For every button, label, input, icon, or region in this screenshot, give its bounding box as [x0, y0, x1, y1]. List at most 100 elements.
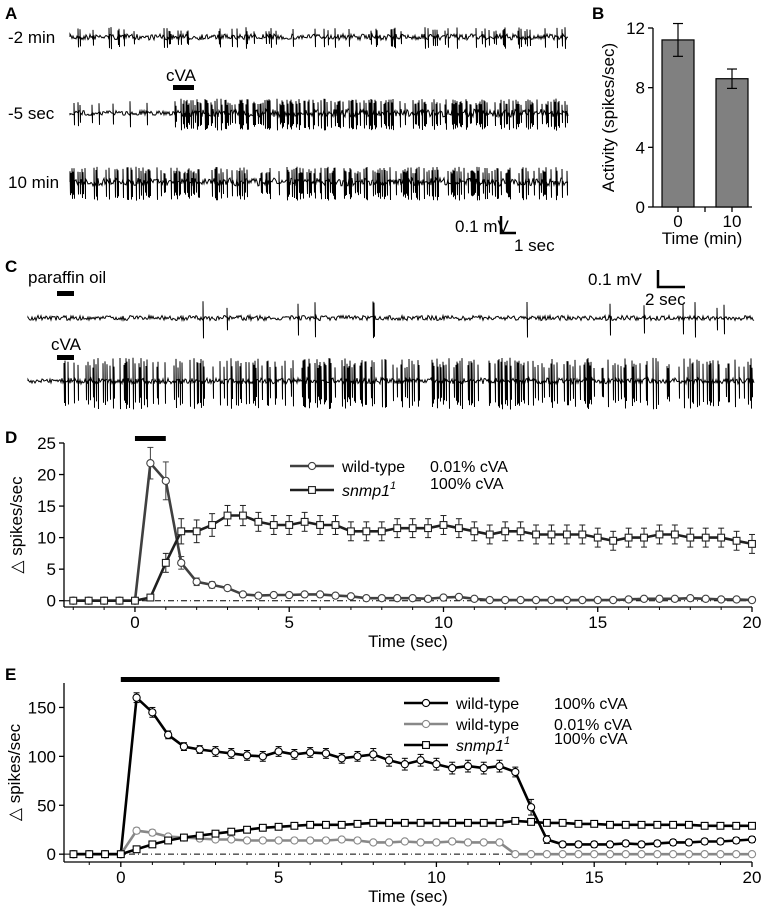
chartD-point	[238, 511, 247, 520]
chartE-point	[574, 850, 583, 859]
chartD-legend-label: snmp11 100% cVA	[342, 476, 504, 500]
chartE-point	[69, 850, 78, 859]
chartE-point	[621, 839, 630, 848]
chartD-point	[254, 517, 263, 526]
chartE-point	[148, 708, 157, 717]
chartD-legend-genotype: snmp1	[342, 483, 390, 500]
chartE-xlabel: Time (sec)	[368, 887, 448, 906]
scalebar-a-time: 1 sec	[514, 236, 555, 255]
chartD-legend-marker	[307, 461, 317, 471]
chartE-point	[369, 750, 378, 759]
chartE-series-line	[73, 829, 752, 856]
chartE-point	[163, 730, 173, 739]
chartE-point	[637, 850, 646, 859]
chartE-point	[637, 840, 646, 849]
scalebar-a-voltage: 0.1 mV	[455, 217, 510, 236]
chartE-point	[653, 839, 662, 848]
chartE-point	[306, 748, 315, 757]
chartE-point	[558, 840, 567, 849]
chartE-point	[747, 835, 757, 844]
chartE-point	[116, 850, 125, 859]
chartD-point	[408, 594, 417, 603]
chartE-legend-concentration: 100% cVA	[554, 731, 628, 748]
chartD-point	[192, 577, 201, 586]
chartE-point	[416, 756, 425, 765]
chartE-point	[164, 836, 173, 845]
chartD-point	[501, 595, 510, 605]
chart-d: 0 5 10 15 20 25 0 5 10 15 20 Time (sec) △ spikes/sec…	[7, 434, 761, 651]
chartE-point	[242, 836, 252, 845]
chartE-point	[290, 836, 299, 845]
chartD-ylabel: △ spikes/sec	[7, 476, 26, 574]
chartE-point	[637, 820, 646, 829]
stimulus-label-cva-a: cVA	[166, 66, 197, 85]
chartE-point	[574, 840, 583, 849]
chartD-point	[223, 511, 232, 520]
chartD-point	[470, 527, 479, 536]
chartD-point	[377, 527, 386, 536]
chartD-point	[732, 595, 741, 604]
chartD-point	[686, 533, 695, 542]
b-ytick-label: 4	[636, 138, 645, 157]
trace-c-cva	[27, 357, 755, 410]
chartD-point	[377, 594, 386, 603]
chartE-legend-marker	[421, 719, 431, 729]
chartD-point	[655, 530, 664, 539]
chartE-point	[179, 833, 188, 842]
chartE-point	[479, 763, 488, 773]
chartE-point	[527, 817, 536, 826]
chartE-point	[747, 850, 757, 859]
chartE-stimulus-bar	[120, 677, 500, 682]
chartD-point	[516, 595, 525, 605]
chartE-point	[132, 693, 141, 702]
chartD-point	[655, 594, 664, 603]
stimulus-bar-a	[173, 85, 194, 90]
chartE-point	[432, 760, 441, 769]
b-bar	[715, 78, 749, 208]
trace-label-minus-2min: -2 min	[8, 28, 55, 47]
chartE-legend-concentration: 0.01% cVA	[554, 717, 632, 734]
chartE-point	[353, 752, 362, 761]
panel-c: paraffin oil cVA 0.1 mV 2 sec	[27, 268, 755, 410]
chartD-point	[254, 591, 263, 600]
chartD-legend-concentration: 0.01% cVA	[430, 459, 508, 476]
chartD-ytick-label: 15	[37, 497, 56, 516]
chartD-point	[732, 536, 741, 545]
chartE-point	[290, 750, 299, 759]
chartE-point	[369, 818, 378, 827]
chartD-xtick-label: 10	[434, 613, 453, 632]
chartD-point	[300, 517, 309, 526]
chartE-point	[495, 838, 504, 847]
chartE-point	[384, 756, 394, 765]
chartE-xtick-label: 20	[743, 868, 762, 887]
chartE-point	[542, 835, 552, 844]
chartE-point	[148, 828, 157, 837]
chartE-point	[148, 840, 157, 849]
chartE-point	[653, 850, 662, 859]
chartD-point	[593, 595, 602, 605]
chartE-point	[542, 818, 551, 827]
panel-letter-b: B	[592, 4, 604, 23]
chartE-point	[448, 818, 457, 827]
chartE-point	[574, 819, 583, 828]
chartD-point	[562, 595, 572, 605]
chartD-point	[315, 590, 325, 599]
chartD-xtick-label: 20	[743, 613, 762, 632]
chartD-point	[578, 530, 587, 539]
chartE-ytick-label: 150	[28, 698, 56, 717]
chartD-point	[69, 596, 78, 605]
chartD-point	[177, 558, 186, 567]
chartE-point	[195, 745, 204, 754]
chartE-point	[274, 836, 283, 845]
chartE-point	[605, 850, 615, 859]
panel-letter-d: D	[5, 428, 17, 447]
b-xtick-label: 10	[723, 212, 742, 231]
chartE-point	[542, 850, 552, 859]
chartE-legend-marker	[421, 698, 431, 708]
chartD-point	[300, 590, 309, 599]
chartE-point	[700, 837, 709, 846]
chartE-legend-label: snmp11 100% cVA	[456, 731, 628, 755]
chartD-point	[408, 524, 417, 533]
